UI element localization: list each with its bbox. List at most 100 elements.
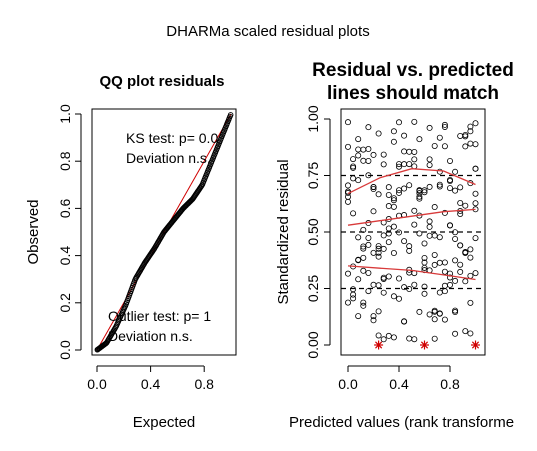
rv-point: [441, 268, 448, 275]
rv-panel-title-line2: lines should match: [327, 83, 499, 104]
rv-point: [385, 332, 392, 339]
rv-point: [472, 120, 479, 127]
rv-point: [365, 241, 372, 248]
rv-y-tick-label: 1.00: [305, 105, 321, 132]
rv-point: [406, 335, 413, 342]
rv-point: [441, 143, 448, 150]
rv-point: [390, 334, 397, 341]
rv-point: [385, 225, 392, 232]
rv-point: [452, 235, 459, 242]
rv-point: [385, 239, 392, 246]
rv-point: [431, 204, 438, 211]
rv-point: [421, 187, 428, 194]
rv-point: [426, 223, 433, 230]
rv-point: [370, 186, 377, 193]
rv-point: [452, 187, 459, 194]
rv-x-tick-label: 0.4: [389, 376, 409, 392]
ks-test-text: KS test: p= 0.0: [126, 130, 218, 146]
rv-point: [401, 132, 408, 139]
rv-point: [401, 238, 408, 245]
rv-point: [431, 316, 438, 323]
rv-point: [426, 124, 433, 131]
rv-point: [462, 278, 469, 285]
rv-point: [380, 245, 387, 252]
outer-title: DHARMa scaled residual plots: [166, 23, 369, 40]
rv-point: [431, 251, 438, 258]
rv-point: [360, 299, 367, 306]
rv-point: [446, 274, 453, 281]
rv-point: [355, 256, 362, 263]
rv-point: [350, 291, 357, 298]
rv-x-tick-label: 0.0: [338, 376, 358, 392]
rv-point: [462, 131, 469, 138]
qq-y-tick-label: 1.0: [57, 104, 73, 124]
rv-quantile-curve: [347, 168, 476, 195]
rv-point: [344, 299, 351, 306]
rv-point: [370, 151, 377, 158]
rv-point: [370, 184, 377, 191]
rv-point: [360, 245, 367, 252]
rv-point: [365, 146, 372, 153]
rv-point: [390, 250, 397, 257]
rv-point: [452, 309, 459, 316]
qq-x-tick-label: 0.4: [141, 376, 161, 392]
rv-point: [446, 157, 453, 164]
rv-point: [441, 209, 448, 216]
rv-point: [457, 184, 464, 191]
rv-point: [355, 177, 362, 184]
rv-point: [401, 318, 408, 325]
rv-point: [431, 142, 438, 149]
rv-point: [452, 168, 459, 175]
rv-point: [380, 232, 387, 239]
rv-point: [401, 284, 408, 291]
rv-point: [457, 268, 464, 275]
ks-deviation-text: Deviation n.s.: [126, 150, 211, 166]
qq-x-axis-label: Expected: [133, 414, 196, 431]
rv-point: [426, 311, 433, 318]
rv-point: [385, 184, 392, 191]
qq-y-tick-label: 0.0: [57, 340, 73, 360]
rv-point: [441, 123, 448, 130]
rv-point: [411, 118, 418, 125]
rv-point: [457, 132, 464, 139]
rv-point: [370, 313, 377, 320]
rv-point: [344, 182, 351, 189]
rv-point: [390, 128, 397, 135]
rv-y-axis: 0.00 0.25 0.50 0.75 1.00: [305, 105, 331, 359]
rv-y-tick-label: 0.00: [305, 331, 321, 358]
rv-point: [355, 234, 362, 241]
rv-point: [436, 289, 443, 296]
rv-point: [436, 183, 443, 190]
qq-y-tick-label: 0.2: [57, 293, 73, 313]
rv-point: [457, 242, 464, 249]
rv-point: [441, 121, 448, 128]
rv-point: [380, 336, 387, 343]
rv-point: [426, 218, 433, 225]
rv-point: [446, 185, 453, 192]
rv-point: [360, 146, 367, 153]
rv-point: [395, 229, 402, 236]
rv-points: [344, 118, 479, 343]
rv-point: [406, 182, 413, 189]
rv-point: [426, 183, 433, 190]
rv-point: [462, 202, 469, 209]
qq-y-tick-label: 0.4: [57, 246, 73, 266]
rv-outliers: [374, 340, 480, 350]
rv-point: [426, 156, 433, 163]
rv-point: [406, 243, 413, 250]
rv-point: [472, 200, 479, 207]
rv-point: [411, 221, 418, 228]
rv-point: [467, 140, 474, 147]
rv-point: [441, 259, 448, 266]
rv-point: [441, 316, 448, 323]
rv-y-tick-label: 0.25: [305, 275, 321, 302]
rv-point: [375, 253, 382, 260]
rv-point: [375, 332, 382, 339]
rv-point: [436, 168, 443, 175]
rv-point: [441, 288, 448, 295]
rv-point: [446, 281, 453, 288]
rv-point: [385, 191, 392, 198]
rv-outlier-marker: [374, 340, 384, 350]
rv-point: [350, 295, 357, 302]
qq-y-tick-label: 0.6: [57, 198, 73, 218]
